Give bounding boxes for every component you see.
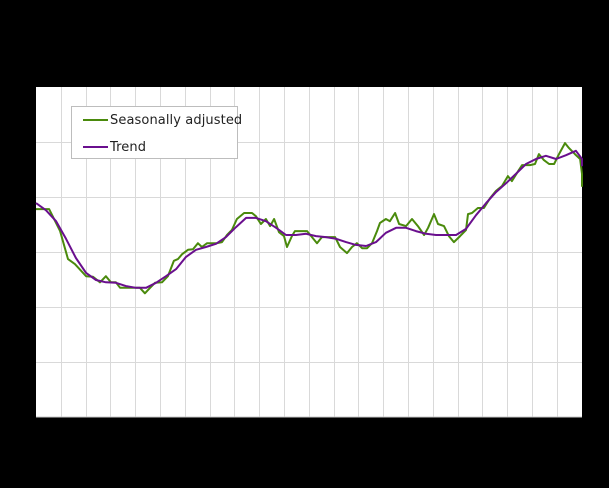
- legend-swatch-purple-line-icon: [83, 146, 108, 148]
- legend-swatch-green-line-icon: [83, 119, 108, 121]
- chart-legend: Seasonally adjusted Trend: [71, 106, 242, 159]
- legend-item-trend: Trend: [83, 139, 146, 155]
- legend-label: Seasonally adjusted: [110, 112, 243, 128]
- legend-item-seasonally-adjusted: Seasonally adjusted: [83, 112, 242, 128]
- trend-line: [35, 149, 583, 289]
- legend-label: Trend: [110, 139, 147, 155]
